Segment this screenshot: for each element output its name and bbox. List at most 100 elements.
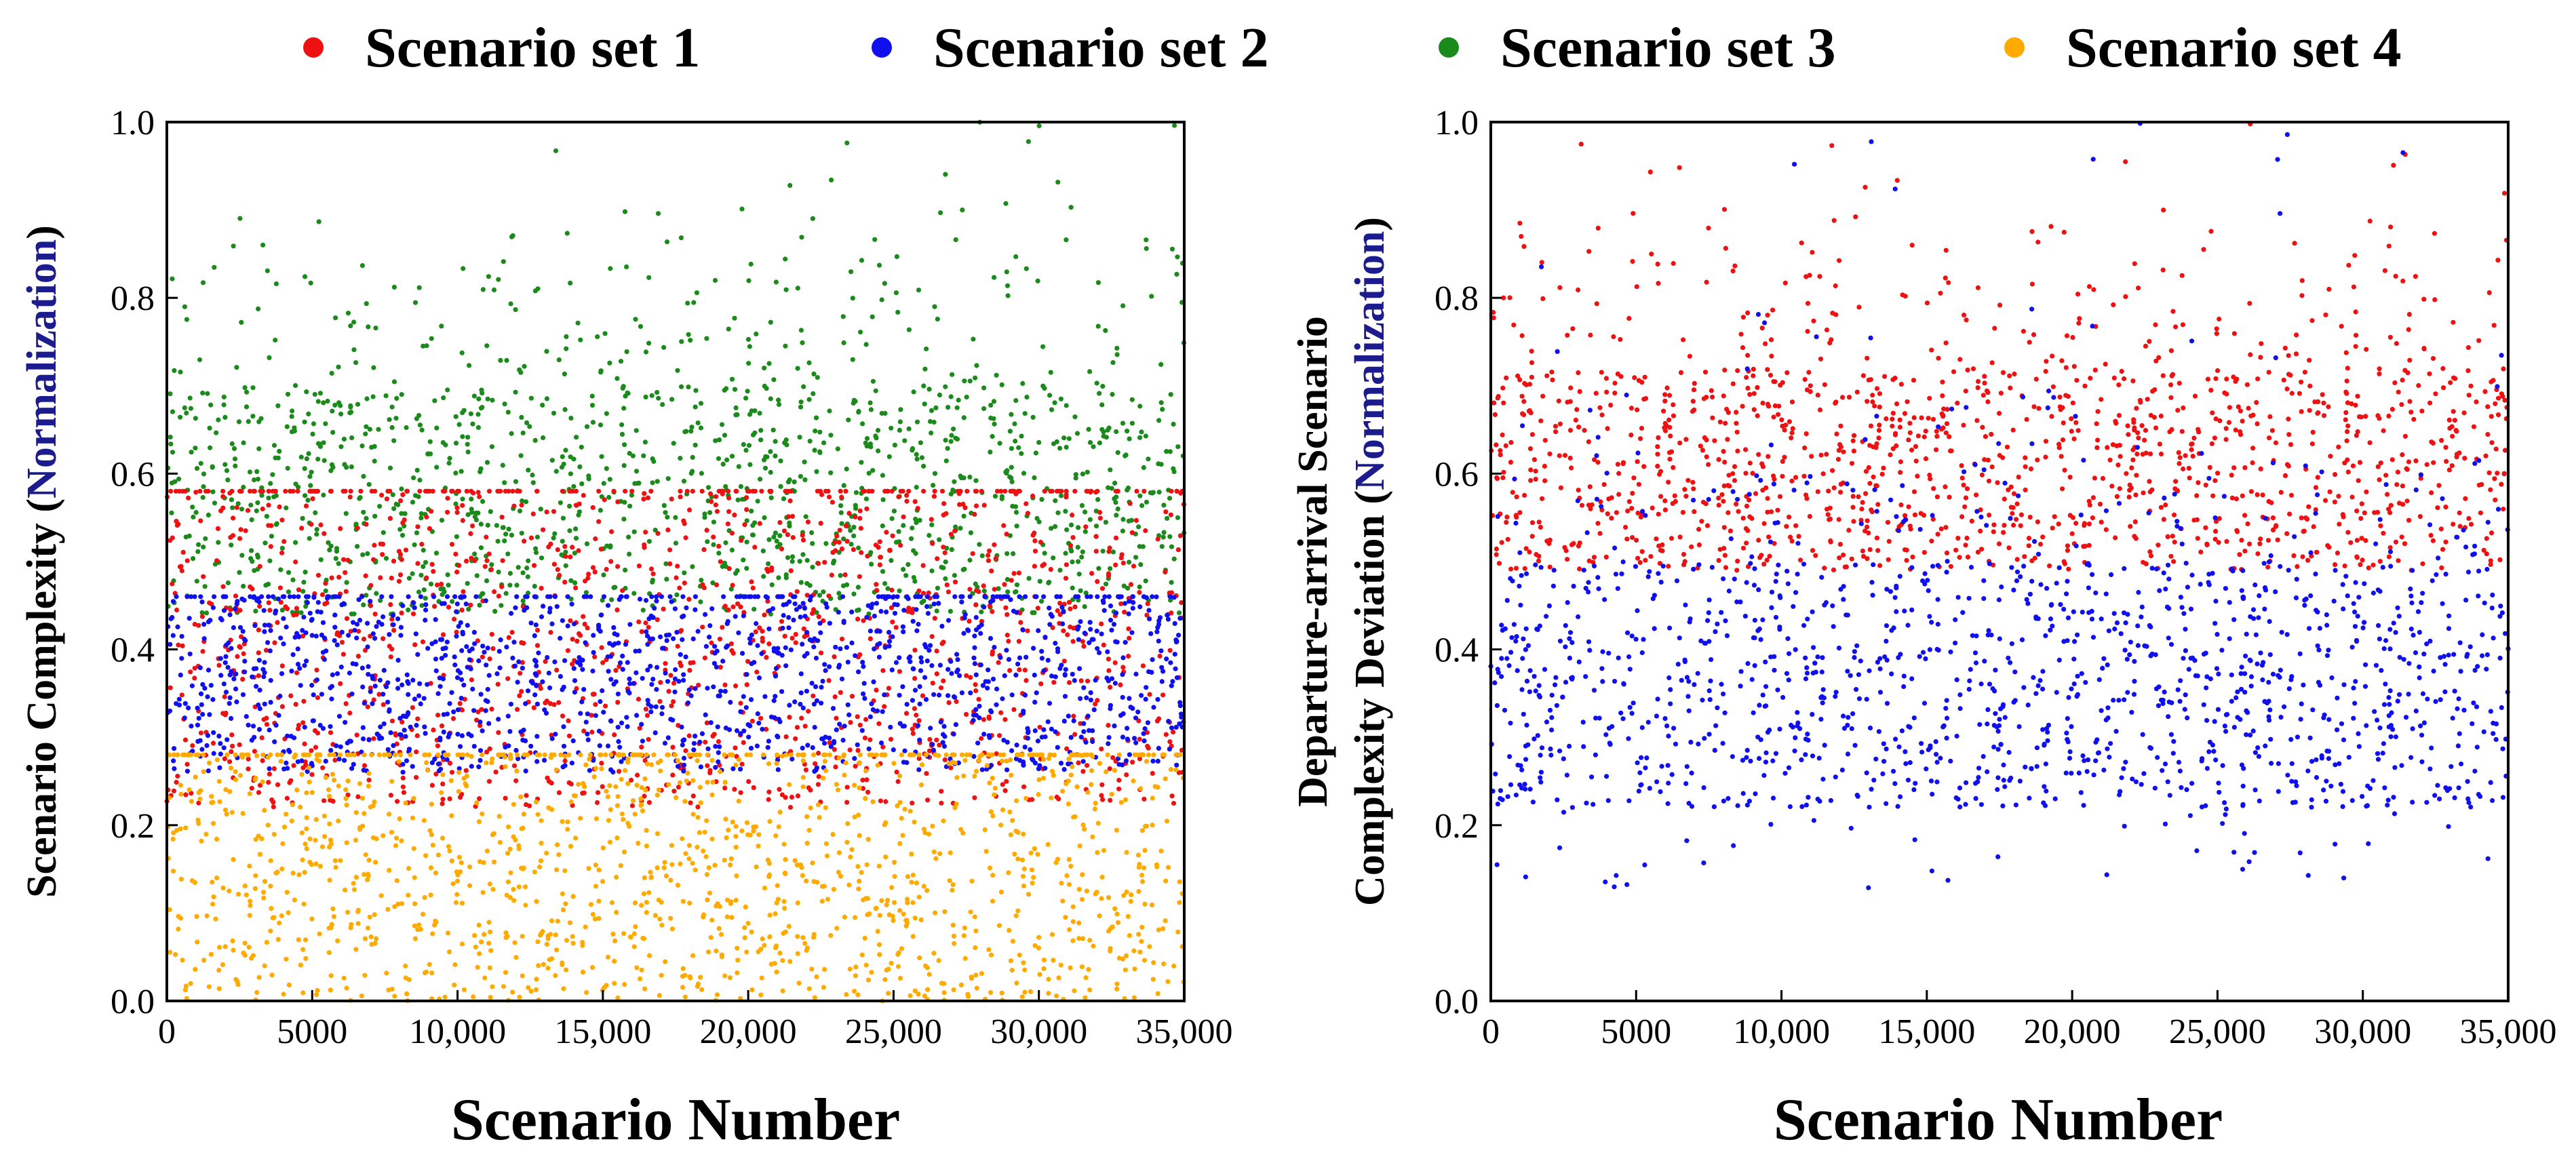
data-point	[1163, 509, 1169, 515]
data-point	[387, 707, 392, 713]
data-point	[883, 854, 889, 860]
data-point	[785, 555, 791, 560]
data-point	[604, 543, 610, 549]
data-point	[170, 581, 175, 587]
data-point	[710, 580, 716, 586]
data-point	[484, 460, 490, 465]
data-point	[793, 640, 798, 646]
data-point	[1165, 612, 1170, 618]
data-point	[1133, 740, 1139, 745]
data-point	[610, 642, 616, 648]
data-point	[762, 885, 768, 891]
data-point	[698, 401, 704, 406]
data-point	[499, 515, 505, 520]
data-point	[972, 633, 977, 639]
data-point	[553, 932, 558, 938]
data-point	[566, 733, 572, 739]
data-point	[463, 602, 469, 607]
data-point	[652, 913, 659, 918]
data-point	[866, 746, 872, 751]
data-point	[292, 635, 298, 640]
data-point	[1100, 549, 1106, 554]
data-point	[595, 334, 600, 340]
data-point	[886, 639, 893, 644]
data-point	[1015, 908, 1021, 913]
data-point	[648, 869, 653, 875]
data-point	[222, 462, 228, 467]
data-point	[1155, 536, 1160, 542]
data-point	[985, 553, 991, 558]
data-point	[444, 757, 450, 762]
data-point	[336, 594, 342, 599]
data-point	[485, 396, 490, 401]
data-point	[629, 752, 636, 757]
data-point	[344, 580, 349, 585]
data-point	[246, 766, 251, 772]
data-point	[265, 639, 271, 646]
data-point	[1168, 597, 1173, 603]
data-point	[948, 765, 954, 770]
data-point	[790, 535, 796, 540]
data-point	[210, 605, 216, 610]
data-point	[663, 873, 669, 879]
data-point	[951, 933, 957, 939]
data-point	[700, 625, 705, 630]
data-point	[289, 414, 294, 419]
data-point	[475, 638, 481, 644]
data-point	[440, 835, 446, 841]
data-point	[479, 707, 484, 712]
data-point	[973, 375, 978, 380]
data-point	[480, 391, 485, 396]
data-point	[256, 627, 261, 633]
data-point	[1158, 400, 1164, 406]
data-point	[793, 736, 798, 741]
data-point	[709, 836, 715, 842]
data-point	[853, 514, 858, 519]
data-point	[904, 492, 910, 498]
data-point	[817, 429, 823, 435]
data-point	[760, 639, 765, 644]
data-point	[317, 722, 323, 728]
data-point	[237, 536, 243, 541]
data-point	[810, 564, 815, 570]
data-point	[1095, 497, 1101, 503]
data-point	[1129, 397, 1135, 402]
data-point	[1063, 492, 1069, 498]
data-point	[1080, 872, 1085, 878]
data-point	[458, 696, 464, 701]
data-point	[596, 488, 602, 494]
data-point	[270, 594, 276, 599]
data-point	[659, 594, 665, 599]
data-point	[932, 616, 937, 621]
data-point	[637, 648, 642, 654]
data-point	[410, 499, 416, 505]
data-point	[889, 885, 895, 890]
data-point	[585, 575, 591, 581]
data-point	[387, 632, 392, 637]
data-point	[496, 277, 501, 282]
data-point	[856, 669, 861, 675]
data-point	[391, 379, 397, 385]
data-point	[399, 682, 405, 688]
data-point	[738, 731, 743, 736]
data-point	[640, 739, 646, 744]
data-point	[631, 931, 637, 937]
data-point	[730, 604, 736, 610]
data-point	[863, 795, 868, 801]
data-point	[471, 490, 476, 496]
data-point	[748, 697, 754, 703]
data-point	[885, 898, 891, 903]
data-point	[621, 516, 627, 522]
data-point	[532, 288, 539, 294]
data-point	[269, 534, 274, 539]
data-point	[351, 319, 357, 325]
data-point	[653, 704, 659, 709]
data-point	[931, 747, 936, 753]
data-point	[848, 528, 853, 533]
data-point	[874, 629, 880, 634]
data-point	[292, 752, 298, 757]
data-point	[891, 900, 897, 905]
data-point	[365, 551, 370, 557]
data-point	[690, 778, 696, 783]
data-point	[711, 661, 717, 666]
